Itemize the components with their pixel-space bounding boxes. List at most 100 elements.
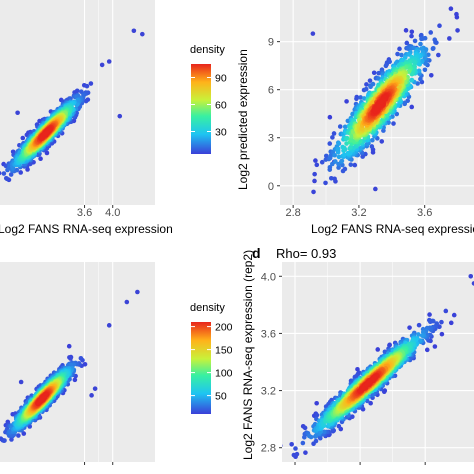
data-point: [409, 104, 415, 110]
data-point: [337, 124, 343, 129]
data-point: [329, 161, 335, 167]
data-point: [83, 98, 89, 104]
data-point: [358, 95, 363, 100]
data-point: [409, 33, 414, 39]
data-point: [341, 152, 347, 157]
data-point: [344, 99, 349, 104]
data-point: [328, 175, 334, 181]
data-point: [363, 86, 369, 92]
data-point: [313, 158, 318, 163]
data-point: [331, 131, 337, 136]
panel-a-x-ticks: 3.6 4.0: [77, 205, 120, 219]
panel-c-points: [0, 289, 140, 443]
data-point: [18, 170, 24, 175]
panel-d-rho-annotation: Rho= 0.93: [276, 246, 336, 261]
data-point: [333, 159, 338, 164]
data-point: [293, 446, 298, 451]
x-tick-label: 3.2: [351, 207, 366, 219]
data-point: [368, 400, 373, 406]
data-point: [422, 67, 428, 73]
panel-a: 3.6 4.0 Log2 FANS RNA-seq expression: [0, 0, 173, 236]
panel-a-points: [0, 28, 145, 183]
data-point: [432, 344, 438, 349]
data-point-outlier: [455, 28, 460, 33]
data-point: [428, 72, 434, 78]
data-point: [430, 318, 436, 324]
panel-d: 2.83.23.64.0 Log2 FANS RNA-seq expressio…: [241, 250, 474, 465]
data-point: [72, 377, 78, 383]
data-point-outlier: [140, 31, 145, 37]
data-point: [323, 153, 329, 159]
data-point: [436, 52, 441, 58]
data-point: [66, 343, 72, 349]
data-point: [371, 70, 377, 76]
data-point: [302, 425, 308, 431]
data-point: [322, 429, 327, 435]
data-point: [352, 162, 358, 168]
data-point: [439, 331, 445, 337]
data-point-outlier: [135, 289, 140, 295]
data-point: [323, 180, 328, 186]
data-point: [79, 89, 84, 95]
panel-c-grid: [83, 262, 114, 462]
data-point: [332, 152, 337, 158]
data-point: [418, 41, 423, 47]
data-point: [364, 82, 369, 87]
data-point: [383, 63, 389, 69]
data-point: [432, 37, 438, 43]
data-point: [336, 141, 342, 146]
data-point: [339, 158, 345, 164]
data-point: [416, 332, 421, 337]
legend-tick-label: 90: [215, 73, 227, 85]
data-point: [448, 6, 454, 12]
x-tick-label: 3.6: [417, 207, 432, 219]
data-point: [39, 396, 45, 402]
data-point: [330, 135, 335, 140]
data-point: [16, 433, 21, 438]
data-point: [376, 76, 381, 81]
legend-tick-label: 30: [215, 127, 227, 139]
data-point: [375, 347, 381, 352]
panel-c-x-ticks: [84, 462, 114, 465]
data-point: [451, 312, 457, 318]
data-point: [424, 347, 430, 353]
data-point: [443, 308, 449, 314]
data-point: [379, 139, 385, 144]
data-point: [376, 104, 382, 109]
data-point: [308, 434, 314, 440]
data-point: [327, 165, 333, 170]
data-point: [397, 46, 402, 52]
data-point: [409, 78, 414, 83]
x-tick-label: 2.8: [286, 207, 301, 219]
data-point: [422, 35, 428, 41]
data-point: [74, 88, 80, 94]
data-point: [3, 175, 9, 181]
data-point: [282, 444, 283, 448]
data-point: [407, 325, 412, 330]
data-point: [394, 111, 400, 117]
data-point: [314, 400, 319, 406]
data-point-outlier: [471, 281, 474, 286]
legend-a-title: density: [190, 44, 225, 56]
data-point-outlier: [99, 62, 105, 68]
data-point: [0, 170, 2, 176]
y-tick-label: 3: [268, 133, 274, 145]
data-point: [370, 137, 375, 143]
data-point: [387, 59, 392, 65]
panel-c: [0, 262, 155, 465]
data-point: [314, 412, 320, 418]
y-tick-label: 9: [268, 37, 274, 49]
data-point: [336, 154, 342, 160]
panel-b-y-label: Log2 predicted expression: [236, 49, 250, 190]
panel-d-label: d: [252, 245, 261, 261]
data-point: [369, 144, 375, 149]
data-point-outlier: [106, 323, 112, 328]
data-point-outlier: [310, 31, 316, 36]
data-point: [319, 159, 325, 165]
